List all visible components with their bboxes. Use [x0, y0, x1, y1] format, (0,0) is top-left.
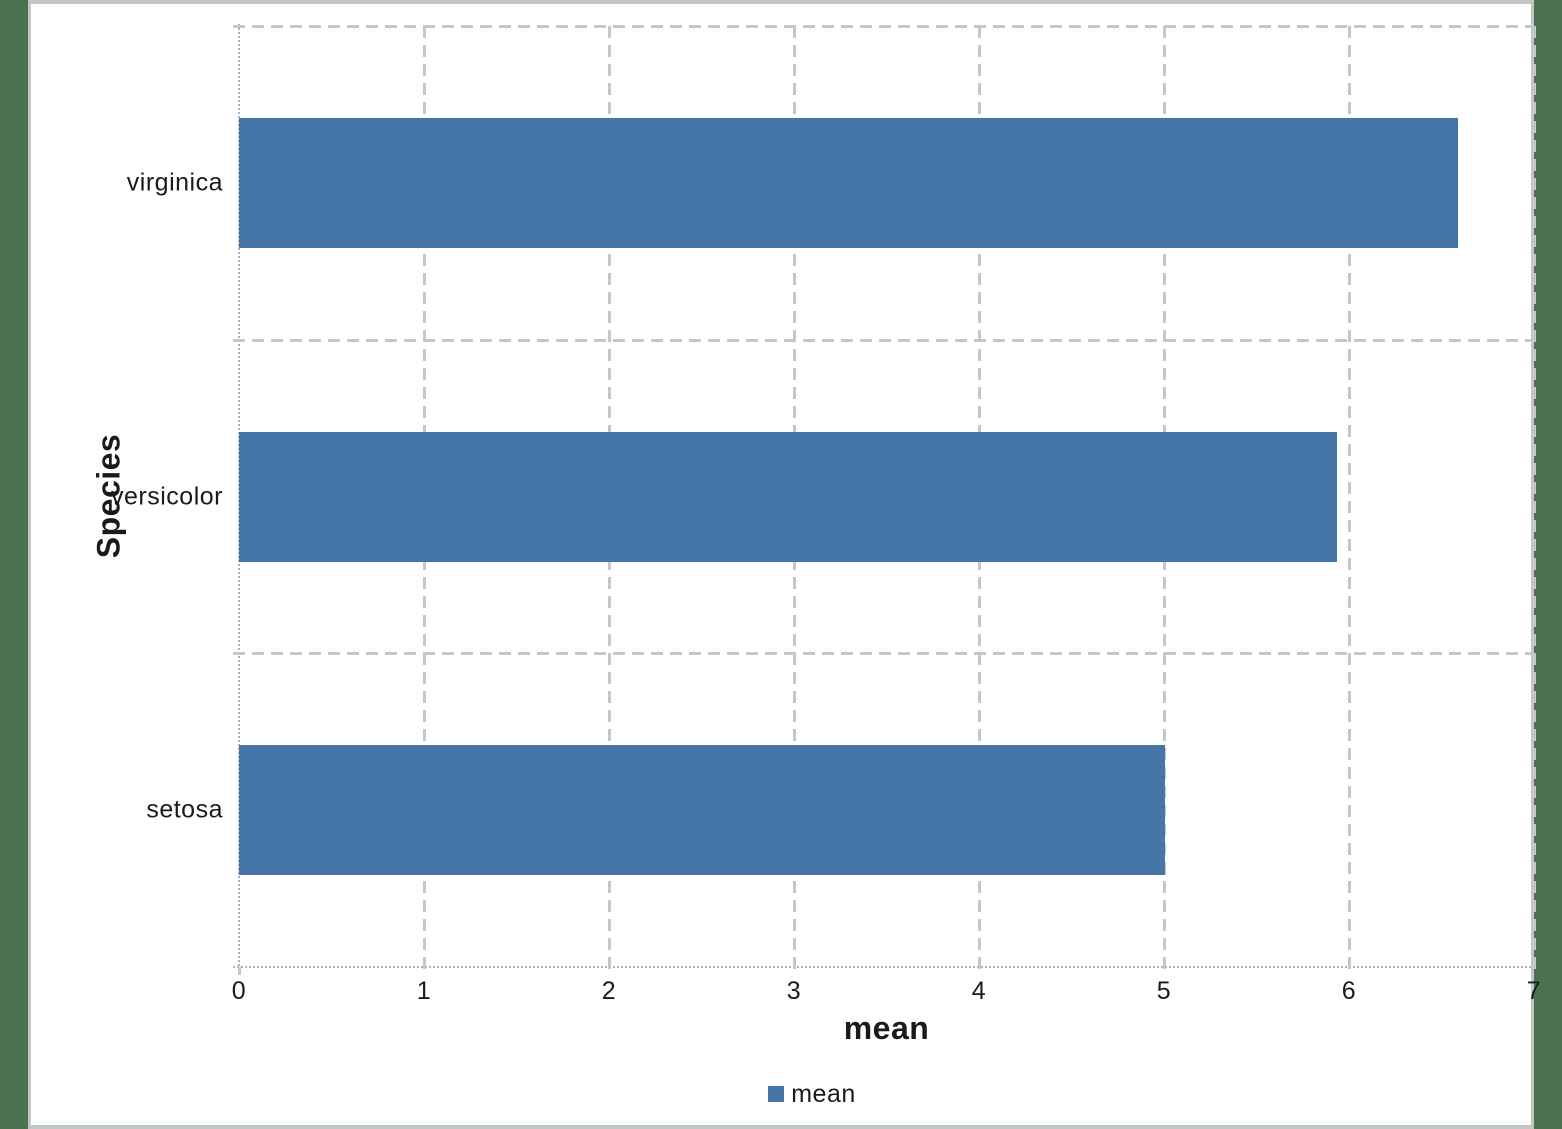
x-tick-label-5: 5: [1156, 977, 1172, 1005]
category-label-versicolor: versicolor: [111, 482, 223, 511]
gridline-horizontal: [233, 652, 1534, 655]
x-axis-tick-mark: [238, 967, 241, 975]
category-label-virginica: virginica: [126, 168, 223, 197]
x-axis-title: mean: [843, 1010, 930, 1046]
legend-label: mean: [791, 1079, 856, 1108]
bar-versicolor: [239, 432, 1337, 562]
category-label-setosa: setosa: [146, 795, 223, 824]
x-tick-label-0: 0: [231, 977, 247, 1005]
x-tick-label-2: 2: [601, 977, 617, 1005]
x-tick-label-7: 7: [1526, 977, 1542, 1005]
bar-virginica: [239, 118, 1458, 248]
x-axis-tick-labels: 0 1 2 3 4 5 6 7: [232, 976, 1541, 1008]
x-tick-label-3: 3: [786, 977, 802, 1005]
plot-area: [233, 25, 1536, 975]
bar-setosa: [239, 745, 1165, 875]
legend-swatch: [768, 1086, 785, 1102]
category-axis-labels: setosa versicolor virginica: [31, 26, 239, 967]
x-tick-label-4: 4: [971, 977, 987, 1005]
gridline-vertical: [1348, 26, 1351, 973]
x-axis-line: [233, 966, 1536, 968]
gridline-vertical: [1533, 26, 1536, 973]
x-tick-label-6: 6: [1341, 977, 1357, 1005]
gridline-horizontal: [233, 25, 1534, 28]
gridline-horizontal: [233, 339, 1534, 342]
legend: mean: [59, 1078, 1562, 1110]
x-tick-label-1: 1: [416, 977, 432, 1005]
